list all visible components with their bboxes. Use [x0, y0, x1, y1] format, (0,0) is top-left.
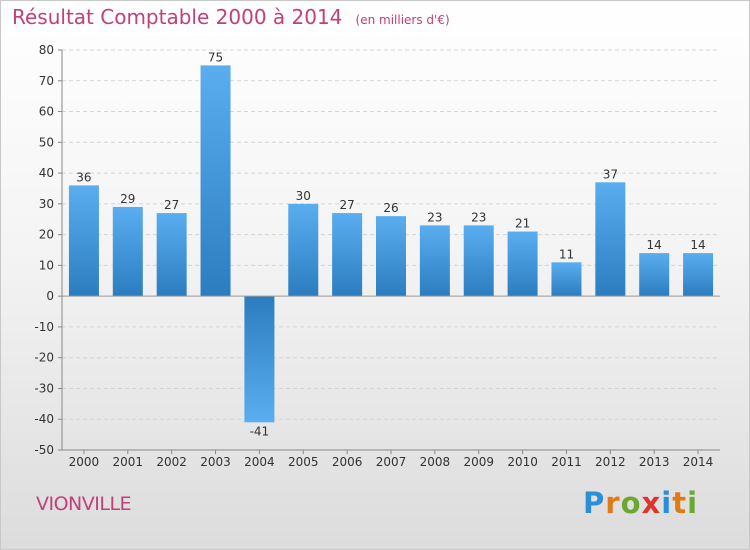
logo-letter: P — [583, 486, 606, 520]
bar-2012 — [595, 182, 626, 297]
logo-letter: i — [661, 486, 673, 520]
y-tick-label: -20 — [34, 351, 54, 365]
value-label-2001: 29 — [120, 192, 135, 206]
value-label-2003: 75 — [208, 50, 223, 64]
x-tick-label: 2014 — [683, 455, 714, 469]
value-label-2014: 14 — [690, 238, 705, 252]
bar-2005 — [288, 203, 319, 297]
value-label-2009: 23 — [471, 210, 486, 224]
value-label-2013: 14 — [647, 238, 662, 252]
value-label-2006: 27 — [339, 198, 354, 212]
value-label-2008: 23 — [427, 210, 442, 224]
bar-2002 — [156, 213, 187, 297]
y-tick-label: 0 — [46, 289, 54, 303]
y-tick-label: -30 — [34, 381, 54, 395]
bar-2010 — [507, 231, 538, 297]
y-tick-label: 80 — [39, 43, 54, 57]
y-tick-label: -10 — [34, 320, 54, 334]
bar-2006 — [332, 213, 363, 297]
x-tick-label: 2003 — [200, 455, 231, 469]
x-tick-label: 2005 — [288, 455, 319, 469]
x-tick-label: 2006 — [332, 455, 363, 469]
logo-letter: x — [641, 486, 662, 520]
bar-2001 — [112, 206, 143, 297]
y-tick-label: 70 — [39, 74, 54, 88]
value-label-2005: 30 — [296, 189, 311, 203]
y-tick-label: -50 — [34, 443, 54, 457]
bar-2000 — [68, 185, 99, 297]
y-tick-label: 10 — [39, 258, 54, 272]
value-label-2002: 27 — [164, 198, 179, 212]
logo-letter: t — [672, 486, 688, 520]
logo-letter: i — [687, 486, 699, 520]
bar-2003 — [200, 65, 231, 297]
y-tick-label: 40 — [39, 166, 54, 180]
logo-letter: o — [620, 486, 642, 520]
value-label-2007: 26 — [383, 201, 398, 215]
value-label-2000: 36 — [76, 170, 91, 184]
chart-title: Résultat Comptable 2000 à 2014 — [12, 5, 343, 29]
x-tick-label: 2009 — [463, 455, 494, 469]
bar-2007 — [376, 216, 406, 297]
value-label-2004: -41 — [250, 424, 270, 438]
x-tick-label: 2000 — [69, 455, 100, 469]
axes — [58, 49, 720, 454]
bar-2004 — [244, 296, 275, 423]
y-tick-label: 60 — [39, 105, 54, 119]
x-tick-label: 2008 — [420, 455, 451, 469]
x-tick-label: 2012 — [595, 455, 626, 469]
bar-2014 — [683, 253, 714, 297]
bars — [68, 65, 714, 423]
x-tick-label: 2011 — [551, 455, 582, 469]
title-row: Résultat Comptable 2000 à 2014 (en milli… — [12, 5, 450, 29]
commune-name: VIONVILLE — [36, 493, 132, 515]
y-tick-label: 30 — [39, 197, 54, 211]
x-tick-label: 2002 — [156, 455, 187, 469]
y-tick-label: -40 — [34, 412, 54, 426]
x-tick-label: 2013 — [639, 455, 670, 469]
value-label-2012: 37 — [603, 167, 618, 181]
logo-letter: r — [605, 486, 621, 520]
value-label-2011: 11 — [559, 247, 574, 261]
x-tick-label: 2007 — [376, 455, 407, 469]
x-tick-label: 2001 — [113, 455, 144, 469]
x-tick-label: 2010 — [507, 455, 538, 469]
bar-2011 — [551, 262, 582, 297]
proxiti-logo: Proxiti — [583, 486, 698, 520]
chart-subtitle: (en milliers d'€) — [355, 13, 450, 27]
x-tick-label: 2004 — [244, 455, 275, 469]
bar-2013 — [639, 253, 670, 297]
y-tick-label: 50 — [39, 135, 54, 149]
y-tick-label: 20 — [39, 228, 54, 242]
bar-2009 — [463, 225, 494, 297]
value-label-2010: 21 — [515, 217, 530, 231]
bar-2008 — [419, 225, 450, 297]
labels: 80706050403020100-10-20-30-40-5020003620… — [34, 43, 713, 469]
